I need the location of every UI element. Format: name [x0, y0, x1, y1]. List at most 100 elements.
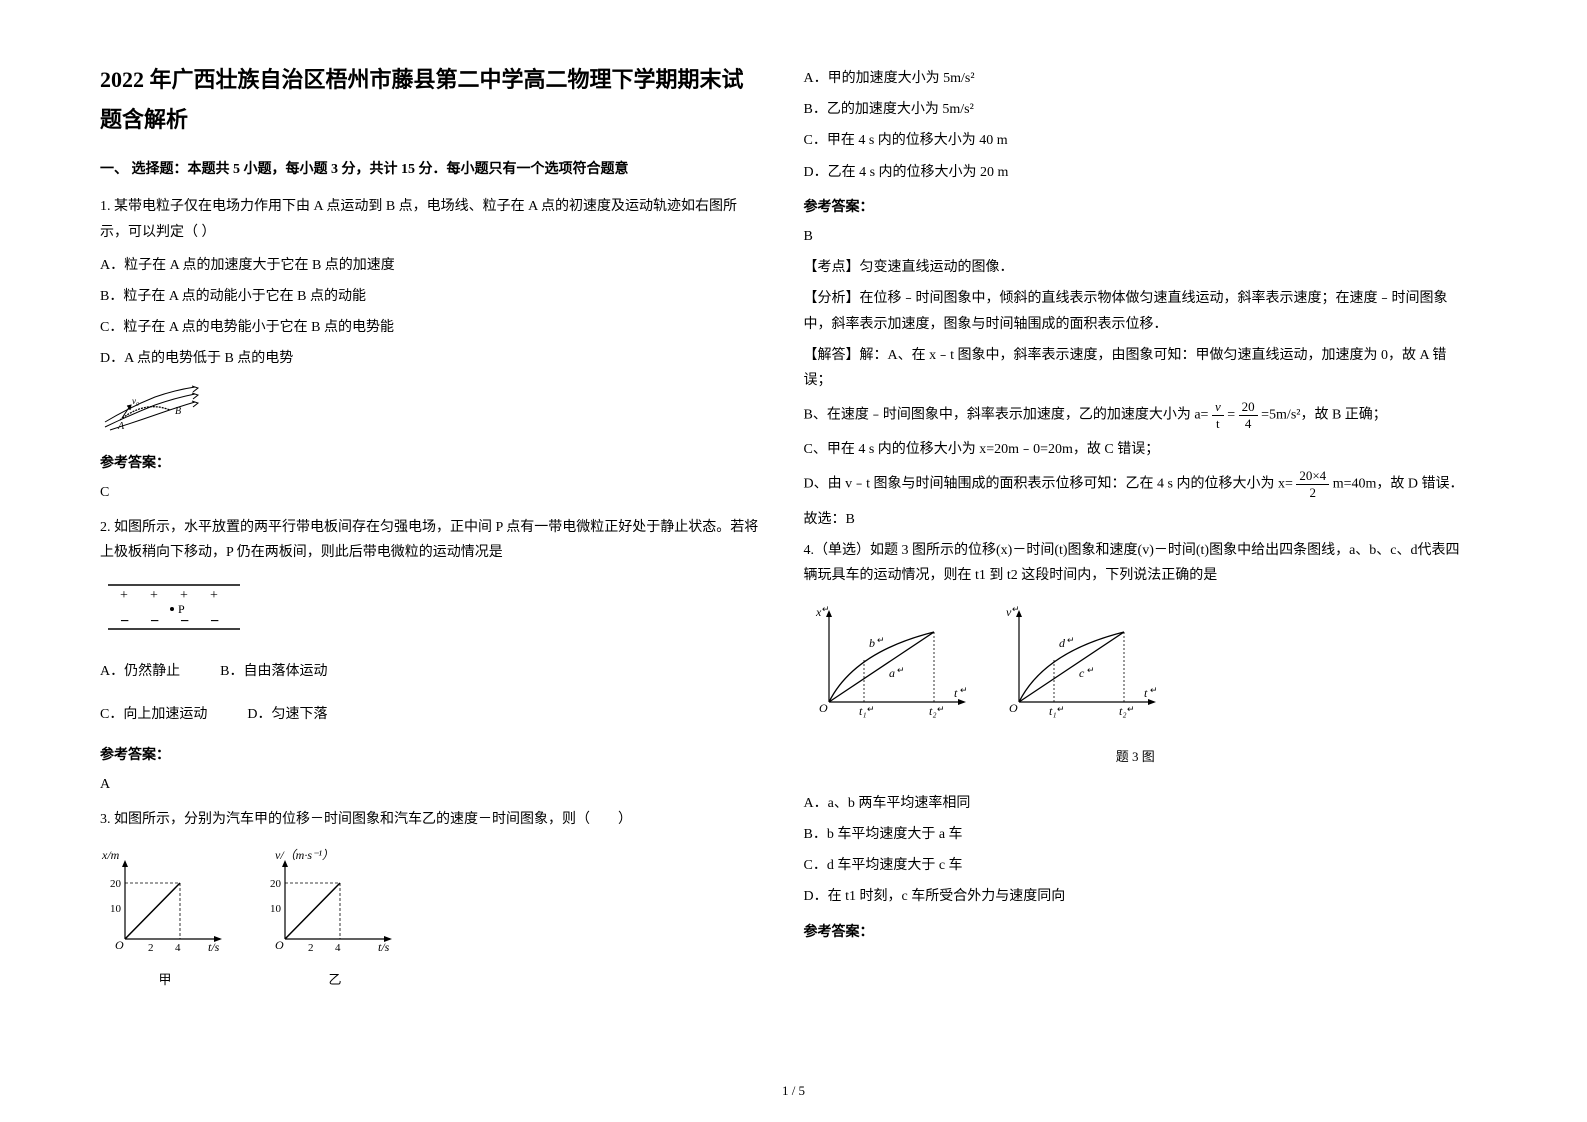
- q3-solution-c: C、甲在 4 s 内的位移大小为 x=20m﹣0=20m，故 C 错误；: [804, 437, 1468, 462]
- svg-text:t/s: t/s: [208, 940, 220, 954]
- q3-graphs-row: x/m 20 10 2 4 t/s O 甲: [100, 847, 764, 992]
- svg-text:t: t: [1144, 686, 1148, 700]
- q3-analysis: 【分析】在位移﹣时间图象中，倾斜的直线表示物体做匀速直线运动，斜率表示速度；在速…: [804, 286, 1468, 336]
- q3-solution-b: B、在速度﹣时间图象中，斜率表示加速度，乙的加速度大小为 a= vt = 204…: [804, 399, 1468, 431]
- q3-sol-d-post: m=40m，故 D 错误．: [1333, 477, 1464, 492]
- fraction-20x4-2: 20×42: [1296, 468, 1329, 500]
- svg-text:O: O: [115, 938, 124, 952]
- question-4: 4.（单选）如题 3 图所示的位移(x)－时间(t)图象和速度(v)－时间(t)…: [804, 538, 1468, 945]
- svg-text:↵: ↵: [1127, 704, 1135, 714]
- q2-option-d: D．匀速下落: [247, 702, 327, 727]
- svg-text:20: 20: [270, 878, 282, 890]
- svg-text:O: O: [1009, 701, 1018, 715]
- q3-solution-a: 【解答】解：A、在 x﹣t 图象中，斜率表示速度，由图象可知：甲做匀速直线运动，…: [804, 343, 1468, 393]
- svg-text:+: +: [150, 588, 158, 603]
- svg-text:t₁: t₁: [859, 704, 867, 718]
- svg-text:↵: ↵: [867, 704, 875, 714]
- svg-text:↵: ↵: [937, 704, 945, 714]
- fraction-20-4: 204: [1239, 399, 1258, 431]
- q1-option-d: D．A 点的电势低于 B 点的电势: [100, 346, 764, 371]
- q4-option-a: A．a、b 两车平均速率相同: [804, 791, 1468, 816]
- question-1: 1. 某带电粒子仅在电场力作用下由 A 点运动到 B 点，电场线、粒子在 A 点…: [100, 194, 764, 505]
- q4-answer-label: 参考答案：: [804, 920, 1468, 945]
- svg-text:A: A: [117, 421, 125, 432]
- svg-text:↵: ↵: [822, 604, 830, 614]
- q3-stem: 3. 如图所示，分别为汽车甲的位移－时间图象和汽车乙的速度－时间图象，则（ ）: [100, 807, 764, 832]
- q2-parallel-plates-diagram: + + + + P − − − −: [100, 577, 764, 644]
- q3-graph2-label: 乙: [260, 968, 410, 991]
- svg-text:↵: ↵: [877, 635, 885, 645]
- q4-graph-2: v ↵ t ↵ O d ↵ c ↵: [994, 602, 1164, 731]
- svg-text:↵: ↵: [960, 685, 968, 695]
- q2-answer-label: 参考答案：: [100, 743, 764, 768]
- svg-text:B: B: [175, 406, 181, 417]
- q4-option-b: B．b 车平均速度大于 a 车: [804, 822, 1468, 847]
- q3-solution-d: D、由 v﹣t 图象与时间轴围成的面积表示位移可知：乙在 4 s 内的位移大小为…: [804, 468, 1468, 500]
- q3-graph-1: x/m 20 10 2 4 t/s O 甲: [100, 847, 230, 992]
- document-title: 2022 年广西壮族自治区梧州市藤县第二中学高二物理下学期期末试题含解析: [100, 60, 764, 139]
- question-3: 3. 如图所示，分别为汽车甲的位移－时间图象和汽车乙的速度－时间图象，则（ ） …: [100, 807, 764, 991]
- q1-answer: C: [100, 480, 764, 505]
- svg-text:t₂: t₂: [1119, 704, 1127, 718]
- svg-text:4: 4: [335, 942, 341, 954]
- svg-text:10: 10: [270, 903, 282, 915]
- fraction-v-t: vt: [1212, 399, 1224, 431]
- q3-option-d: D．乙在 4 s 内的位移大小为 20 m: [804, 160, 1468, 185]
- left-column: 2022 年广西壮族自治区梧州市藤县第二中学高二物理下学期期末试题含解析 一、 …: [100, 60, 804, 1102]
- svg-text:a: a: [889, 666, 895, 680]
- q3-sol-b-post: =5m/s²，故 B 正确；: [1261, 407, 1387, 422]
- svg-text:2: 2: [308, 942, 314, 954]
- svg-text:−: −: [210, 613, 219, 630]
- svg-text:O: O: [275, 938, 284, 952]
- q2-option-a: A．仍然静止: [100, 659, 180, 684]
- section-1-header: 一、 选择题：本题共 5 小题，每小题 3 分，共计 15 分．每小题只有一个选…: [100, 157, 764, 182]
- q4-stem: 4.（单选）如题 3 图所示的位移(x)－时间(t)图象和速度(v)－时间(t)…: [804, 538, 1468, 588]
- q1-option-b: B．粒子在 A 点的动能小于它在 B 点的动能: [100, 284, 764, 309]
- q1-answer-label: 参考答案：: [100, 451, 764, 476]
- svg-text:10: 10: [110, 903, 122, 915]
- svg-text:↵: ↵: [1057, 704, 1065, 714]
- svg-text:d: d: [1059, 636, 1066, 650]
- q4-graphs-caption: 题 3 图: [804, 745, 1468, 768]
- q2-options-row-1: A．仍然静止 B．自由落体运动: [100, 653, 764, 690]
- svg-text:x: x: [815, 605, 822, 619]
- q4-option-d: D．在 t1 时刻，c 车所受合外力与速度同向: [804, 884, 1468, 909]
- svg-text:O: O: [819, 701, 828, 715]
- svg-text:t₁: t₁: [1049, 704, 1057, 718]
- q1-option-c: C．粒子在 A 点的电势能小于它在 B 点的电势能: [100, 315, 764, 340]
- q3-option-c: C．甲在 4 s 内的位移大小为 40 m: [804, 128, 1468, 153]
- svg-text:v₀: v₀: [132, 396, 139, 406]
- svg-text:x/m: x/m: [101, 848, 120, 862]
- q1-stem: 1. 某带电粒子仅在电场力作用下由 A 点运动到 B 点，电场线、粒子在 A 点…: [100, 194, 764, 244]
- svg-text:c: c: [1079, 666, 1085, 680]
- q2-option-b: B．自由落体运动: [220, 659, 327, 684]
- svg-text:−: −: [180, 613, 189, 630]
- svg-text:20: 20: [110, 878, 122, 890]
- q3-option-a: A．甲的加速度大小为 5m/s²: [804, 66, 1468, 91]
- q4-graph-1: x ↵ t ↵ O b ↵ a ↵: [804, 602, 974, 731]
- q1-option-a: A．粒子在 A 点的加速度大于它在 B 点的加速度: [100, 253, 764, 278]
- q3-option-b: B．乙的加速度大小为 5m/s²: [804, 97, 1468, 122]
- q2-answer: A: [100, 772, 764, 797]
- svg-text:−: −: [120, 613, 129, 630]
- svg-text:↵: ↵: [1150, 685, 1158, 695]
- svg-text:4: 4: [175, 942, 181, 954]
- q3-answer: B: [804, 224, 1468, 249]
- q2-stem: 2. 如图所示，水平放置的两平行带电板间存在匀强电场，正中间 P 点有一带电微粒…: [100, 515, 764, 565]
- question-2: 2. 如图所示，水平放置的两平行带电板间存在匀强电场，正中间 P 点有一带电微粒…: [100, 515, 764, 797]
- q2-option-c: C．向上加速运动: [100, 702, 207, 727]
- svg-text:t/s: t/s: [378, 940, 390, 954]
- svg-text:−: −: [150, 613, 159, 630]
- svg-text:+: +: [180, 588, 188, 603]
- svg-text:+: +: [120, 588, 128, 603]
- q2-options-row-2: C．向上加速运动 D．匀速下落: [100, 696, 764, 733]
- q3-sol-b-pre: B、在速度﹣时间图象中，斜率表示加速度，乙的加速度大小为 a=: [804, 407, 1209, 422]
- q3-analysis-point: 【考点】匀变速直线运动的图像．: [804, 255, 1468, 280]
- svg-text:+: +: [210, 588, 218, 603]
- q4-option-c: C．d 车平均速度大于 c 车: [804, 853, 1468, 878]
- svg-text:↵: ↵: [1067, 635, 1075, 645]
- q3-conclusion: 故选：B: [804, 507, 1468, 532]
- q3-graph1-label: 甲: [100, 968, 230, 991]
- q4-graphs-row: x ↵ t ↵ O b ↵ a ↵: [804, 602, 1468, 731]
- q3-graph-2: v/（m·s⁻¹） 20 10 2 4 t/s O 乙: [260, 847, 410, 992]
